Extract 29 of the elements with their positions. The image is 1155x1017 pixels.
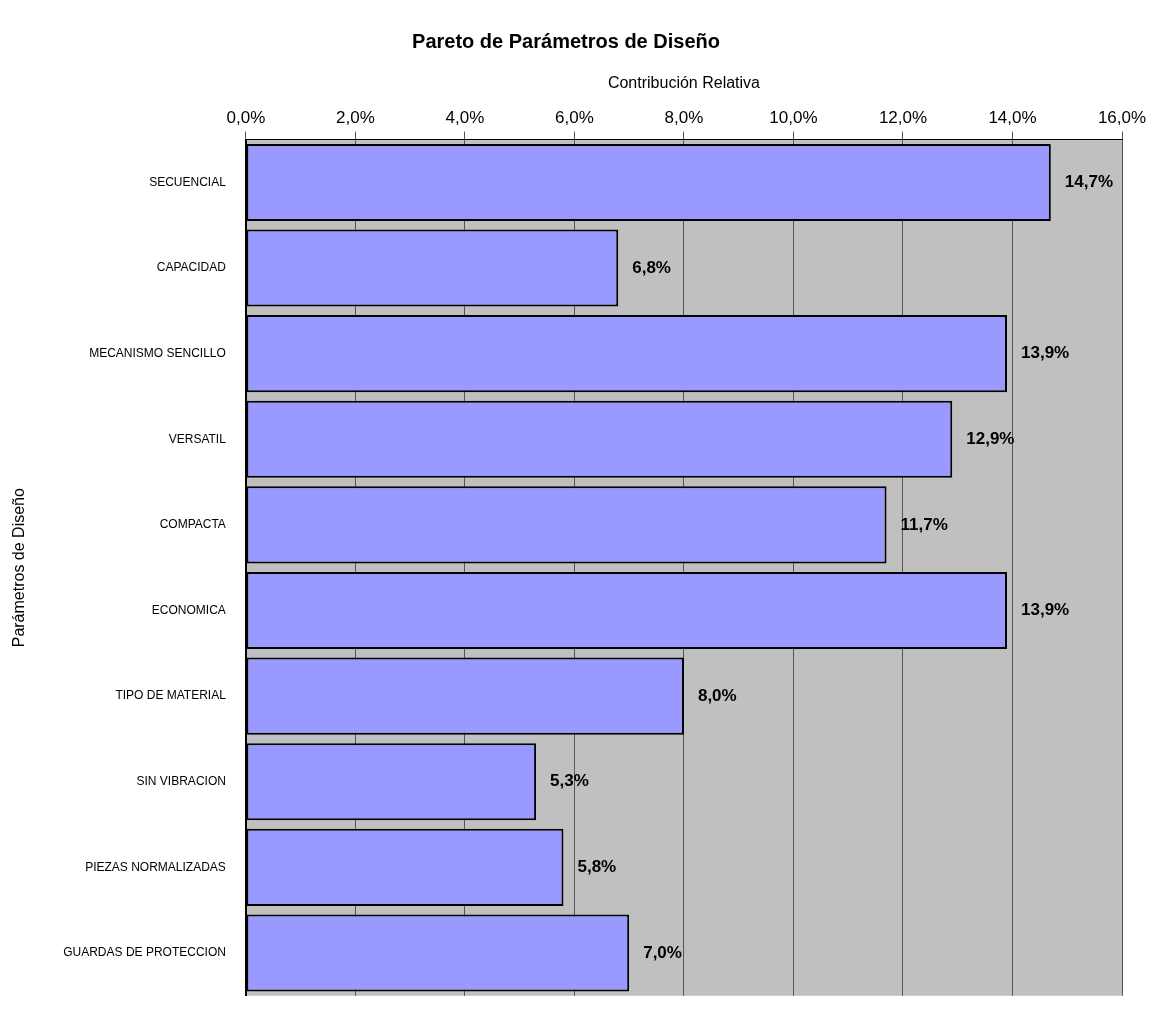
x-tick-label: 8,0% [664, 108, 704, 128]
y-tick-label: SIN VIBRACION [136, 774, 226, 789]
data-label: 14,7% [1064, 172, 1114, 192]
x-tick-label: 14,0% [988, 108, 1037, 128]
y-tick-label: COMPACTA [159, 517, 226, 532]
y-tick-label: GUARDAS DE PROTECCION [63, 945, 226, 960]
y-axis-title: Parámetros de Diseño [10, 488, 28, 648]
data-label: 6,8% [632, 257, 671, 277]
data-label: 7,0% [643, 942, 682, 962]
y-tick-label: ECONOMICA [151, 602, 226, 617]
data-label: 5,8% [577, 857, 617, 877]
x-tick-label: 6,0% [555, 108, 594, 128]
data-label: 13,9% [1021, 343, 1070, 363]
data-label: 13,9% [1021, 600, 1070, 620]
x-axis-title: Contribución Relativa [607, 74, 761, 92]
x-tick-label: 16,0% [1097, 108, 1147, 128]
y-tick-label: VERSATIL [168, 431, 227, 446]
chart-title: Pareto de Parámetros de Diseño [412, 29, 720, 52]
y-tick-label: TIPO DE MATERIAL [115, 688, 227, 703]
x-tick-label: 10,0% [769, 108, 818, 128]
y-tick-label: CAPACIDAD [156, 260, 227, 275]
x-tick-label: 4,0% [445, 108, 485, 128]
x-tick-label: 0,0% [226, 108, 266, 128]
y-tick-label: MECANISMO SENCILLO [89, 345, 226, 360]
y-tick-label: PIEZAS NORMALIZADAS [85, 859, 226, 874]
data-label: 8,0% [697, 685, 737, 705]
x-tick-label: 2,0% [336, 108, 375, 128]
x-tick-label: 12,0% [878, 108, 928, 128]
y-tick-label: SECUENCIAL [149, 174, 227, 189]
